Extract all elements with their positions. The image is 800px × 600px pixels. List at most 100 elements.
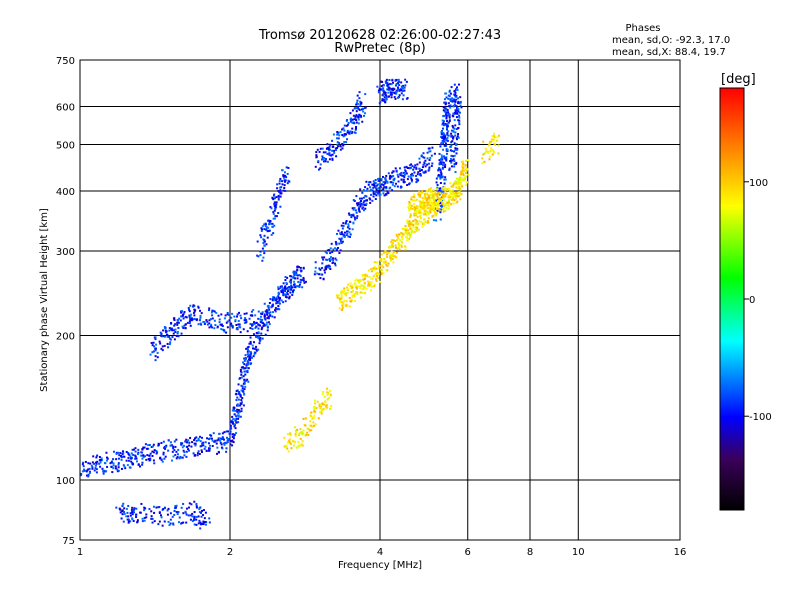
data-point	[455, 198, 457, 200]
data-point	[214, 320, 216, 322]
data-point	[442, 140, 444, 142]
data-point	[123, 456, 125, 458]
data-point	[219, 433, 221, 435]
data-point	[458, 121, 460, 123]
data-point	[105, 452, 107, 454]
data-point	[444, 111, 446, 113]
data-point	[297, 266, 299, 268]
data-point	[353, 115, 355, 117]
data-point	[444, 183, 446, 185]
data-point	[222, 325, 224, 327]
data-point	[401, 92, 403, 94]
data-point	[281, 183, 283, 185]
data-point	[216, 447, 218, 449]
data-point	[257, 255, 259, 257]
data-point	[349, 305, 351, 307]
data-point	[279, 178, 281, 180]
data-point	[250, 341, 252, 343]
data-point	[168, 439, 170, 441]
data-point	[287, 290, 289, 292]
data-point	[158, 506, 160, 508]
data-point	[154, 449, 156, 451]
data-point	[164, 448, 166, 450]
data-point	[211, 310, 213, 312]
data-point	[355, 209, 357, 211]
data-point	[170, 445, 172, 447]
data-point	[168, 524, 170, 526]
data-point	[446, 138, 448, 140]
data-point	[382, 266, 384, 268]
data-point	[284, 279, 286, 281]
data-point	[435, 201, 437, 203]
data-point	[131, 507, 133, 509]
data-point	[176, 511, 178, 513]
data-point	[300, 267, 302, 269]
data-point	[370, 194, 372, 196]
data-point	[343, 141, 345, 143]
data-point	[205, 512, 207, 514]
data-point	[266, 324, 268, 326]
data-point	[180, 315, 182, 317]
data-point	[321, 267, 323, 269]
data-point	[369, 202, 371, 204]
data-point	[425, 198, 427, 200]
data-point	[391, 83, 393, 85]
data-point	[279, 180, 281, 182]
data-point	[436, 181, 438, 183]
data-point	[159, 521, 161, 523]
data-point	[266, 312, 268, 314]
data-point	[450, 193, 452, 195]
data-point	[109, 462, 111, 464]
data-point	[371, 200, 373, 202]
data-point	[489, 150, 491, 152]
data-point	[211, 438, 213, 440]
data-point	[167, 336, 169, 338]
data-point	[309, 424, 311, 426]
data-point	[355, 126, 357, 128]
data-point	[92, 455, 94, 457]
data-point	[428, 188, 430, 190]
data-point	[245, 357, 247, 359]
data-point	[101, 468, 103, 470]
data-point	[220, 438, 222, 440]
x-tick-label: 4	[377, 547, 383, 558]
data-point	[342, 145, 344, 147]
data-point	[498, 144, 500, 146]
data-point	[347, 292, 349, 294]
data-point	[251, 357, 253, 359]
data-point	[456, 149, 458, 151]
data-point	[350, 282, 352, 284]
data-point	[150, 510, 152, 512]
data-point	[238, 391, 240, 393]
data-point	[354, 219, 356, 221]
data-point	[287, 167, 289, 169]
data-point	[147, 444, 149, 446]
data-point	[327, 392, 329, 394]
data-point	[255, 322, 257, 324]
data-point	[497, 152, 499, 154]
data-point	[444, 164, 446, 166]
data-point	[293, 281, 295, 283]
data-point	[299, 428, 301, 430]
data-point	[439, 198, 441, 200]
data-point	[294, 426, 296, 428]
data-point	[347, 130, 349, 132]
data-point	[167, 346, 169, 348]
data-point	[444, 107, 446, 109]
data-point	[363, 189, 365, 191]
data-point	[383, 252, 385, 254]
data-point	[278, 288, 280, 290]
data-point	[329, 390, 331, 392]
data-point	[407, 97, 409, 99]
data-point	[330, 247, 332, 249]
data-point	[439, 178, 441, 180]
data-point	[438, 192, 440, 194]
data-point	[171, 460, 173, 462]
data-point	[385, 99, 387, 101]
data-point	[177, 327, 179, 329]
data-point	[352, 222, 354, 224]
data-point	[188, 507, 190, 509]
data-point	[376, 280, 378, 282]
data-point	[385, 269, 387, 271]
data-point	[199, 527, 201, 529]
